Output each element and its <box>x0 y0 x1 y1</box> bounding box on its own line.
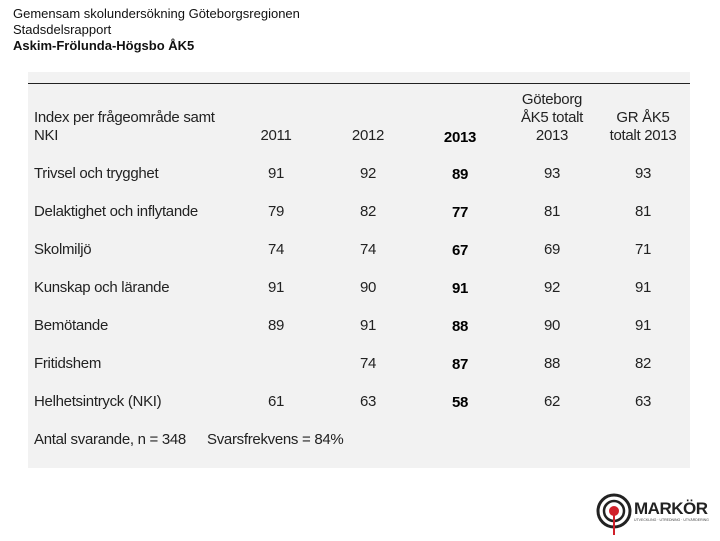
col-2011: 2011 <box>260 127 292 144</box>
cell-y2013: 91 <box>451 280 469 297</box>
col-gr: GR ÅK5 totalt 2013 <box>610 109 677 145</box>
col-goteborg-line1: Göteborg <box>521 91 583 108</box>
cell-gbg: 69 <box>543 241 561 258</box>
cell-y2012: 90 <box>359 279 377 296</box>
cell-gr: 93 <box>634 165 652 182</box>
col-goteborg: Göteborg ÅK5 totalt 2013 <box>521 91 583 145</box>
row-label: Delaktighet och inflytande <box>34 203 198 220</box>
report-unit: Askim-Frölunda-Högsbo ÅK5 <box>13 38 195 53</box>
cell-y2013: 89 <box>451 166 469 183</box>
col-gr-line2: totalt 2013 <box>609 127 677 144</box>
cell-y2012: 74 <box>359 355 377 372</box>
col-label-line2: NKI <box>34 127 59 144</box>
col-label-header: Index per frågeområde samt NKI <box>34 109 215 145</box>
cell-y2013: 88 <box>451 318 469 335</box>
cell-y2012: 91 <box>359 317 377 334</box>
cell-gbg: 81 <box>543 203 561 220</box>
cell-y2012: 92 <box>359 165 377 182</box>
report-title: Gemensam skolundersökning Göteborgsregio… <box>13 6 300 21</box>
cell-gbg: 90 <box>543 317 561 334</box>
row-label: Trivsel och trygghet <box>34 165 159 182</box>
col-2013: 2013 <box>443 129 477 146</box>
cell-gbg: 88 <box>543 355 561 372</box>
logo-tagline: UTVECKLING · UTREDNING · UTVÄRDERING <box>634 518 709 522</box>
response-rate: Svarsfrekvens = 84% <box>207 431 344 448</box>
cell-gbg: 92 <box>543 279 561 296</box>
col-2012: 2012 <box>351 127 385 144</box>
cell-y2012: 74 <box>359 241 377 258</box>
cell-y2011: 79 <box>267 203 285 220</box>
cell-y2011: 91 <box>267 279 285 296</box>
cell-gr: 91 <box>634 279 652 296</box>
table-top-rule <box>28 83 690 84</box>
cell-y2013: 67 <box>451 242 469 259</box>
cell-y2013: 77 <box>451 204 469 221</box>
cell-gr: 71 <box>634 241 652 258</box>
cell-gbg: 93 <box>543 165 561 182</box>
index-table <box>28 72 690 468</box>
markor-logo: MARKÖR UTVECKLING · UTREDNING · UTVÄRDER… <box>596 492 716 536</box>
cell-gr: 63 <box>634 393 652 410</box>
cell-gr: 91 <box>634 317 652 334</box>
cell-y2012: 82 <box>359 203 377 220</box>
respondents-count: Antal svarande, n = 348 <box>34 431 186 448</box>
cell-y2011: 74 <box>267 241 285 258</box>
target-icon <box>596 493 632 535</box>
cell-gr: 81 <box>634 203 652 220</box>
report-subtitle: Stadsdelsrapport <box>13 22 112 37</box>
row-label: Skolmiljö <box>34 241 92 258</box>
cell-gbg: 62 <box>543 393 561 410</box>
row-label: Bemötande <box>34 317 109 334</box>
col-goteborg-line3: 2013 <box>535 127 569 144</box>
row-label: Fritidshem <box>34 355 102 372</box>
col-label-line1: Index per frågeområde samt <box>34 109 215 126</box>
cell-y2013: 58 <box>451 394 469 411</box>
cell-y2011: 89 <box>267 317 285 334</box>
cell-gr: 82 <box>634 355 652 372</box>
cell-y2013: 87 <box>451 356 469 373</box>
cell-y2011: 61 <box>267 393 285 410</box>
logo-text: MARKÖR <box>634 499 708 518</box>
row-label: Helhetsintryck (NKI) <box>34 393 162 410</box>
row-label: Kunskap och lärande <box>34 279 170 296</box>
col-gr-line1: GR ÅK5 <box>616 109 670 126</box>
cell-y2012: 63 <box>359 393 377 410</box>
col-goteborg-line2: ÅK5 totalt <box>520 109 584 126</box>
cell-y2011: 91 <box>267 165 285 182</box>
